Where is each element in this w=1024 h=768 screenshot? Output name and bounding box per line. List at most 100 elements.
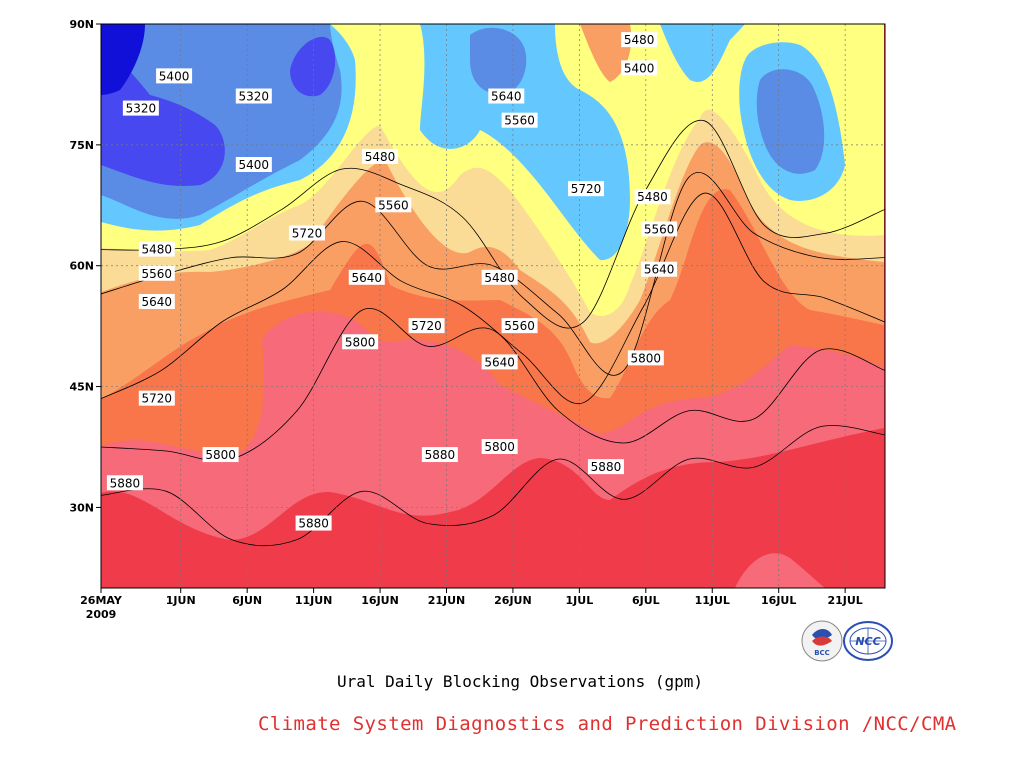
- contour-label-bg: [587, 459, 624, 475]
- contour-label-bg: [362, 148, 399, 164]
- contour-label-text: 5560: [504, 319, 535, 333]
- contour-label-bg: [138, 241, 175, 257]
- contour-label-bg: [481, 269, 518, 285]
- contour-label-text: 5800: [484, 440, 515, 454]
- contour-label-bg: [106, 475, 143, 491]
- x-year-label: 2009: [86, 608, 117, 621]
- contour-label: 5800: [627, 350, 664, 366]
- contour-label: 5560: [641, 221, 678, 237]
- contour-label: 5880: [106, 475, 143, 491]
- contour-label: 5720: [408, 318, 445, 334]
- contour-line-5720: [101, 192, 885, 405]
- contour-label: 5480: [621, 32, 658, 48]
- contour-label-text: 5800: [205, 448, 236, 462]
- contour-label-bg: [501, 318, 538, 334]
- contour-label-bg: [621, 32, 658, 48]
- x-tick-label: 11JUN: [295, 594, 333, 607]
- contour-label-bg: [627, 350, 664, 366]
- x-tick-label: 11JUL: [695, 594, 730, 607]
- contour-label-bg: [375, 197, 412, 213]
- contour-label-bg: [342, 334, 379, 350]
- fill-5480-band-right: [660, 24, 745, 82]
- contour-label-bg: [288, 225, 325, 241]
- y-axis: 30N 45N 60N 75N 90N: [69, 18, 101, 514]
- contour-label-text: 5480: [142, 243, 173, 257]
- contour-label-bg: [138, 390, 175, 406]
- contour-label-bg: [202, 447, 239, 463]
- contour-label: 5560: [501, 318, 538, 334]
- contour-label-text: 5560: [142, 267, 173, 281]
- contour-label-bg: [621, 60, 658, 76]
- contour-label: 5400: [621, 60, 658, 76]
- contour-label-bg: [122, 100, 159, 116]
- contour-label-text: 5480: [624, 33, 655, 47]
- contour-label: 5880: [587, 459, 624, 475]
- contour-label: 5640: [641, 261, 678, 277]
- contour-label-text: 5880: [591, 460, 622, 474]
- plot-frame: [100, 23, 886, 589]
- credit-line: Climate System Diagnostics and Predictio…: [258, 713, 957, 735]
- contour-label: 5720: [138, 390, 175, 406]
- contour-label-text: 5400: [239, 158, 270, 172]
- contour-label: 5640: [488, 88, 525, 104]
- contour-label: 5480: [362, 148, 399, 164]
- contour-label-bg: [641, 221, 678, 237]
- x-tick-label: 1JUN: [166, 594, 196, 607]
- contour-label-text: 5560: [378, 198, 409, 212]
- contour-label-bg: [156, 68, 193, 84]
- x-tick-label: 21JUN: [428, 594, 466, 607]
- y-tick-label: 30N: [69, 501, 94, 514]
- contour-label-bg: [641, 261, 678, 277]
- contour-label: 5480: [138, 241, 175, 257]
- x-tick-label: 21JUL: [827, 594, 862, 607]
- contour-label: 5480: [634, 189, 671, 205]
- contour-label: 5320: [122, 100, 159, 116]
- contour-label-bg: [481, 354, 518, 370]
- contour-label-text: 5640: [491, 90, 522, 104]
- contour-label: 5320: [235, 88, 272, 104]
- contour-label-text: 5720: [411, 319, 442, 333]
- contour-label: 5640: [348, 269, 385, 285]
- contour-label: 5800: [202, 447, 239, 463]
- contour-label: 5720: [288, 225, 325, 241]
- contour-label-bg: [138, 293, 175, 309]
- contour-label-text: 5320: [126, 102, 157, 116]
- contour-label-text: 5880: [298, 517, 329, 531]
- contour-label: 5400: [156, 68, 193, 84]
- contour-label: 5880: [295, 515, 332, 531]
- contour-label-bg: [138, 265, 175, 281]
- fill-5400-blob-a: [470, 27, 527, 95]
- contour-label-bg: [408, 318, 445, 334]
- bcc-logo-text: BCC: [814, 649, 830, 657]
- contour-label-text: 5320: [239, 90, 270, 104]
- chart-title: Ural Daily Blocking Observations (gpm): [336, 672, 704, 691]
- contour-label-text: 5480: [484, 271, 515, 285]
- x-tick-label: 26MAY: [80, 594, 123, 607]
- contour-label-text: 5640: [644, 263, 675, 277]
- fill-5400-blob-c: [580, 24, 632, 82]
- contour-label-bg: [348, 269, 385, 285]
- contour-fills: [101, 24, 885, 588]
- contour-label-bg: [634, 189, 671, 205]
- x-tick-label: 6JUL: [632, 594, 660, 607]
- y-tick-label: 45N: [69, 381, 94, 394]
- y-tick-label: 90N: [69, 18, 94, 31]
- ncc-logo-text: NCC: [855, 635, 880, 648]
- fill-5320-blob: [290, 36, 336, 97]
- x-tick-label: 16JUL: [761, 594, 796, 607]
- contour-label-text: 5560: [504, 114, 535, 128]
- contour-line-5560: [101, 120, 885, 329]
- contour-label: 5720: [568, 181, 605, 197]
- bcc-logo: BCC: [801, 620, 843, 662]
- contour-label: 5800: [342, 334, 379, 350]
- contour-label-bg: [501, 112, 538, 128]
- contour-label: 5880: [421, 447, 458, 463]
- contour-label: 5640: [481, 354, 518, 370]
- contour-label: 5800: [481, 439, 518, 454]
- x-tick-label: 26JUN: [494, 594, 532, 607]
- contour-label-text: 5720: [292, 226, 323, 240]
- contour-label-text: 5800: [345, 335, 376, 349]
- y-tick-label: 75N: [69, 139, 94, 152]
- x-tick-label: 16JUN: [361, 594, 399, 607]
- contour-lines: [101, 120, 885, 547]
